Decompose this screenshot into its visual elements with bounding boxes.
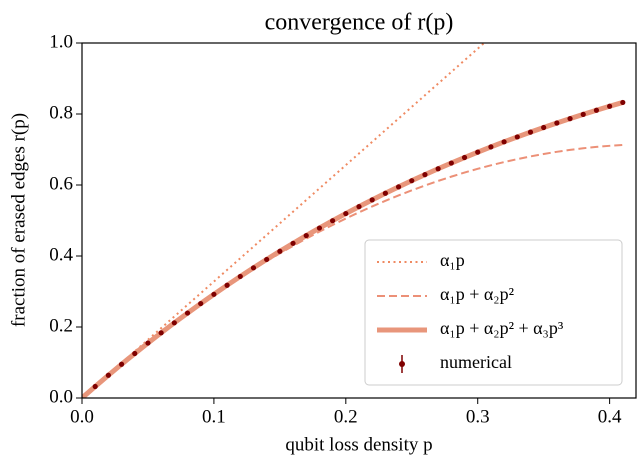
data-point [488, 144, 494, 150]
axes-frame [81, 42, 637, 399]
data-point [395, 184, 402, 190]
x-axis-label: qubit loss density p [285, 434, 432, 455]
legend-label: α₁p [440, 250, 465, 270]
data-point [237, 273, 243, 280]
data-point [567, 116, 573, 122]
legend-label: α₁p + α₂p² [440, 284, 514, 304]
data-point [290, 240, 296, 246]
data-point [171, 320, 177, 326]
data-point [356, 204, 362, 210]
y-tick-label: 0.6 [49, 173, 73, 194]
data-point [330, 218, 336, 224]
y-tick-label: 0.4 [49, 244, 73, 265]
data-point [435, 166, 441, 172]
data-point [105, 372, 111, 378]
data-point [158, 330, 164, 336]
data-point [118, 361, 125, 367]
data-point [620, 99, 626, 106]
data-point [369, 197, 375, 203]
data-point [145, 340, 151, 346]
x-tick-label: 0.1 [202, 406, 226, 427]
data-point [250, 265, 257, 271]
data-point [422, 172, 428, 178]
data-point [198, 300, 204, 307]
data-point [475, 149, 481, 155]
legend-label: numerical [440, 352, 512, 372]
x-tick-label: 0.3 [466, 406, 490, 427]
plot-area [82, 43, 626, 398]
y-tick-label: 0.0 [49, 386, 73, 407]
x-tick-label: 0.2 [334, 406, 358, 427]
data-point [211, 291, 217, 297]
series-line [82, 143, 623, 398]
data-point [527, 129, 534, 135]
data-point [541, 124, 547, 131]
data-point [514, 134, 520, 140]
data-point [264, 256, 270, 263]
x-tick-label: 0.0 [70, 406, 94, 427]
data-point [554, 120, 560, 126]
data-point [461, 154, 468, 161]
data-point [92, 383, 98, 390]
chart-title: convergence of r(p) [265, 10, 454, 36]
data-point [448, 160, 454, 166]
legend-box [364, 239, 623, 386]
data-point [343, 210, 349, 217]
legend-label: α₁p + α₂p² + α₃p³ [440, 318, 564, 338]
data-point [303, 232, 309, 239]
data-point [580, 111, 586, 117]
data-point [132, 350, 138, 357]
data-point [316, 225, 323, 231]
legend-swatch [399, 361, 405, 367]
y-axis-label: fraction of erased edges r(p) [8, 113, 29, 327]
y-tick-label: 1.0 [49, 31, 73, 52]
data-point [501, 139, 507, 145]
y-tick-label: 0.2 [49, 315, 73, 336]
data-point [184, 310, 191, 316]
x-tick-label: 0.4 [598, 406, 622, 427]
data-point [382, 190, 388, 196]
data-point [593, 107, 600, 113]
data-point [277, 248, 283, 254]
y-tick-label: 0.8 [49, 102, 73, 123]
data-point [607, 103, 613, 109]
data-point [224, 282, 230, 288]
data-point [409, 178, 415, 184]
